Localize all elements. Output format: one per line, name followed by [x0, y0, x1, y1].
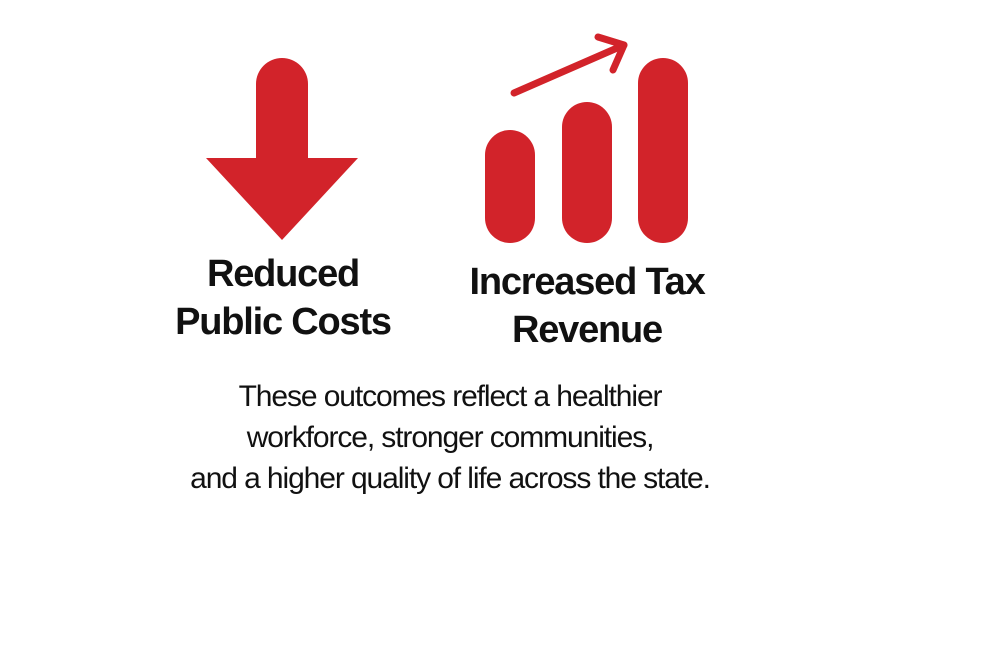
- label-line: Revenue: [511, 309, 663, 351]
- label-line: Increased Tax: [469, 261, 705, 303]
- label-line: Public Costs: [175, 301, 392, 343]
- description-line: and a higher quality of life across the …: [190, 462, 711, 495]
- bar-large-icon: [638, 58, 688, 243]
- label-line: Reduced: [206, 253, 360, 295]
- bar-medium-icon: [562, 102, 612, 243]
- trend-up-arrow-icon: [510, 33, 628, 97]
- description-line: These outcomes reflect a healthier: [238, 380, 663, 413]
- outcomes-description: These outcomes reflect a healthier workf…: [60, 376, 840, 499]
- description-line: workforce, stronger communities,: [246, 421, 655, 454]
- bar-small-icon: [485, 130, 535, 243]
- increased-tax-revenue-label: Increased Tax Revenue: [432, 258, 742, 354]
- bar-chart-trend-up-icon: [485, 33, 688, 243]
- arrow-down-icon: [206, 58, 358, 240]
- reduced-public-costs-label: Reduced Public Costs: [150, 250, 416, 346]
